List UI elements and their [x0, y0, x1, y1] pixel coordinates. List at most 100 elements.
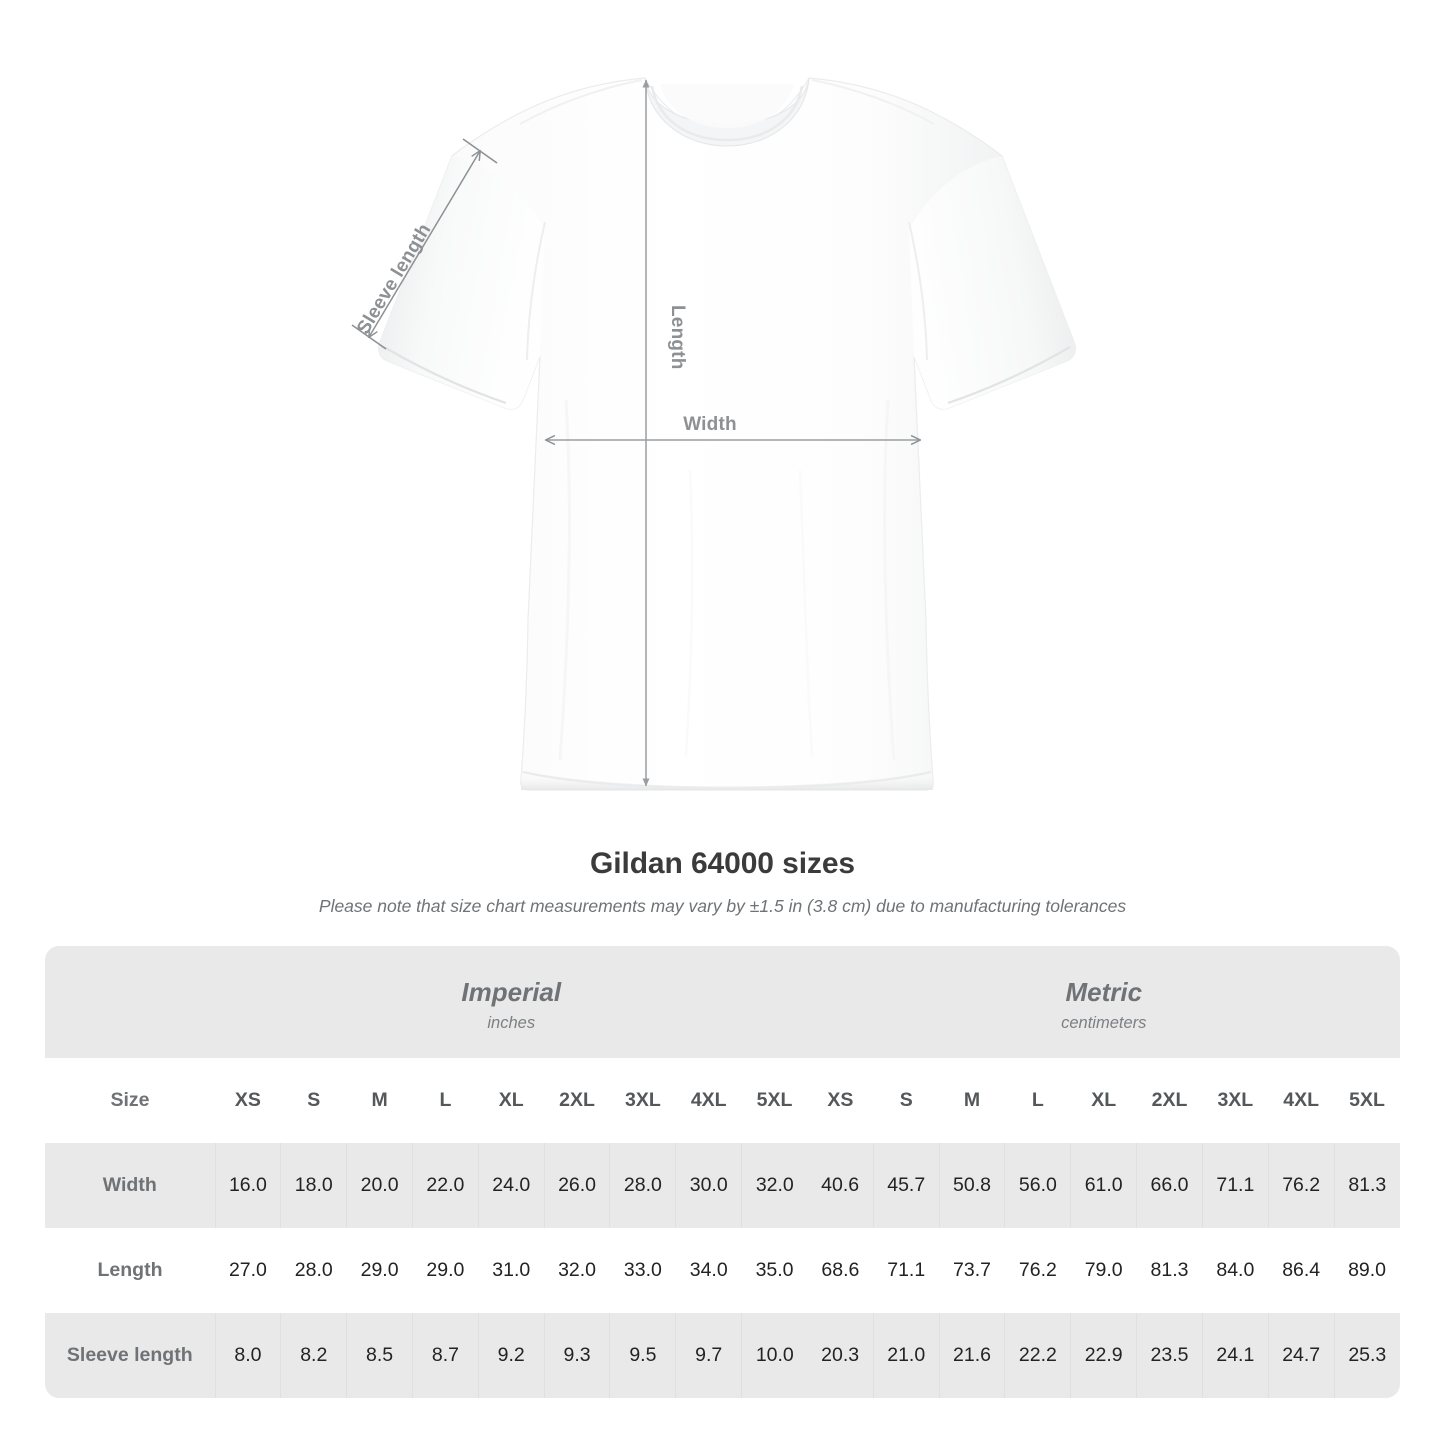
unit-group-metric-unit: centimeters — [1061, 1013, 1147, 1032]
unit-group-imperial-name: Imperial — [461, 976, 562, 1007]
sleeve-imperial-4xl: 9.7 — [675, 1313, 742, 1398]
size-header-imperial-4xl: 4XL — [690, 1089, 727, 1111]
length-metric-4xl: 86.4 — [1282, 1259, 1321, 1281]
sleeve-imperial-5xl: 10.0 — [741, 1313, 808, 1398]
width-metric-l: 56.0 — [1004, 1143, 1071, 1228]
sleeve-imperial-3xl: 9.5 — [609, 1313, 676, 1398]
sleeve-metric-xs: 20.3 — [821, 1344, 860, 1366]
size-chart-table: Imperial inches Metric centimeters Size … — [45, 946, 1400, 1398]
fold-center-right — [798, 469, 814, 757]
size-header-metric-m: M — [963, 1089, 981, 1111]
width-metric-xs: 40.6 — [821, 1174, 860, 1196]
width-metric-xl: 61.0 — [1070, 1143, 1137, 1228]
sleeve-imperial-xl: 9.2 — [477, 1313, 545, 1398]
tshirt-diagram: Sleeve length Length Width — [351, 77, 1076, 791]
length-imperial-xs: 27.0 — [228, 1259, 267, 1281]
left-shoulder-seam — [519, 79, 643, 125]
length-metric-5xl: 89.0 — [1348, 1259, 1387, 1281]
table-header-row: Size XS S M L XL 2XL 3XL 4XL 5XL XS S M … — [45, 1058, 1400, 1143]
page-title: Gildan 64000 sizes — [589, 847, 856, 880]
table-row-length: Length 27.0 28.0 29.0 29.0 31.0 32.0 33.… — [45, 1228, 1400, 1313]
length-metric-m: 73.7 — [953, 1259, 991, 1281]
size-header-metric-4xl: 4XL — [1283, 1089, 1320, 1111]
unit-band-spacer — [45, 946, 215, 1058]
left-armhole-seam — [526, 221, 546, 361]
width-imperial-s: 18.0 — [280, 1143, 347, 1228]
sleeve-metric-5xl: 25.3 — [1333, 1313, 1400, 1398]
width-imperial-5xl: 32.0 — [741, 1143, 808, 1228]
sleeve-metric-4xl: 24.7 — [1267, 1313, 1335, 1398]
size-header-metric-xl: XL — [1091, 1089, 1117, 1111]
fold-center-left — [684, 469, 694, 757]
width-label: Width — [683, 414, 737, 435]
sleeve-imperial-l: 8.7 — [411, 1313, 479, 1398]
left-sleeve-hem — [383, 346, 507, 405]
sleeve-metric-3xl: 24.1 — [1201, 1313, 1269, 1398]
width-metric-2xl: 66.0 — [1136, 1143, 1203, 1228]
tolerance-note: Please note that size chart measurements… — [318, 896, 1127, 916]
width-imperial-4xl: 30.0 — [675, 1143, 742, 1228]
length-imperial-l: 29.0 — [426, 1259, 465, 1281]
length-metric-3xl: 84.0 — [1216, 1259, 1255, 1281]
sleeve-metric-xl: 22.9 — [1070, 1313, 1137, 1398]
width-metric-s: 45.7 — [872, 1143, 940, 1228]
length-label: Length — [667, 305, 688, 370]
unit-group-imperial-unit: inches — [487, 1013, 536, 1032]
size-header-imperial-l: L — [439, 1089, 452, 1111]
row-label-sleeve-length: Sleeve length — [66, 1344, 193, 1366]
size-header-imperial-xs: XS — [234, 1089, 261, 1111]
right-armhole-seam — [908, 221, 928, 361]
sleeve-imperial-2xl: 9.3 — [543, 1313, 610, 1398]
length-imperial-m: 29.0 — [360, 1259, 399, 1281]
sleeve-imperial-xs: 8.0 — [214, 1313, 281, 1398]
length-metric-l: 76.2 — [1018, 1259, 1057, 1281]
width-imperial-m: 20.0 — [346, 1143, 413, 1228]
sleeve-metric-s: 21.0 — [872, 1313, 940, 1398]
row-label-width: Width — [102, 1174, 157, 1196]
tshirt-illustration — [378, 77, 1076, 791]
table-row-sleeve-length: Sleeve length 8.0 8.2 8.5 8.7 9.2 9.3 9.… — [45, 1313, 1400, 1398]
length-metric-xs: 68.6 — [821, 1259, 860, 1281]
width-imperial-l: 22.0 — [411, 1143, 479, 1228]
sleeve-metric-m: 21.6 — [938, 1313, 1005, 1398]
collar-inner-line — [650, 85, 804, 142]
length-metric-s: 71.1 — [887, 1259, 926, 1281]
size-header-imperial-xl: XL — [498, 1089, 524, 1111]
length-imperial-xl: 31.0 — [492, 1259, 531, 1281]
length-dimension: Length — [642, 79, 688, 787]
width-imperial-xl: 24.0 — [477, 1143, 545, 1228]
size-header-imperial-s: S — [307, 1089, 321, 1111]
width-imperial-xs: 16.0 — [214, 1143, 281, 1228]
width-imperial-3xl: 28.0 — [609, 1143, 676, 1228]
unit-group-imperial: Imperial inches — [215, 946, 808, 1058]
right-shoulder-seam — [811, 79, 935, 125]
size-header-imperial-m: M — [371, 1089, 388, 1111]
sleeve-imperial-s: 8.2 — [280, 1313, 347, 1398]
title-block: Gildan 64000 sizes Please note that size… — [0, 845, 1445, 917]
width-metric-m: 50.8 — [938, 1143, 1005, 1228]
measurements-table: Size XS S M L XL 2XL 3XL 4XL 5XL XS S M … — [45, 1058, 1400, 1398]
size-header-metric-xs: XS — [827, 1089, 854, 1111]
sleeve-length-arrow — [369, 151, 480, 337]
unit-system-band: Imperial inches Metric centimeters — [45, 946, 1400, 1058]
sleeve-imperial-m: 8.5 — [346, 1313, 413, 1398]
size-header-imperial-5xl: 5XL — [756, 1089, 793, 1111]
size-header-imperial-2xl: 2XL — [559, 1089, 595, 1111]
length-imperial-s: 28.0 — [294, 1259, 333, 1281]
unit-group-metric-name: Metric — [1065, 976, 1143, 1007]
length-imperial-3xl: 33.0 — [623, 1259, 662, 1281]
width-dimension: Width — [546, 414, 920, 440]
size-header-metric-2xl: 2XL — [1151, 1089, 1188, 1111]
right-sleeve-shading — [909, 156, 1076, 410]
length-imperial-4xl: 34.0 — [689, 1259, 728, 1281]
length-imperial-2xl: 32.0 — [558, 1259, 597, 1281]
width-metric-5xl: 81.3 — [1333, 1143, 1400, 1228]
bottom-hem-seam — [522, 770, 932, 790]
size-header-metric-s: S — [899, 1089, 913, 1111]
row-label-length: Length — [97, 1259, 163, 1281]
sleeve-metric-2xl: 23.5 — [1136, 1313, 1203, 1398]
table-row-width: Width 16.0 18.0 20.0 22.0 24.0 26.0 28.0… — [45, 1143, 1400, 1228]
length-metric-xl: 79.0 — [1084, 1259, 1123, 1281]
size-header-label: Size — [110, 1089, 150, 1111]
